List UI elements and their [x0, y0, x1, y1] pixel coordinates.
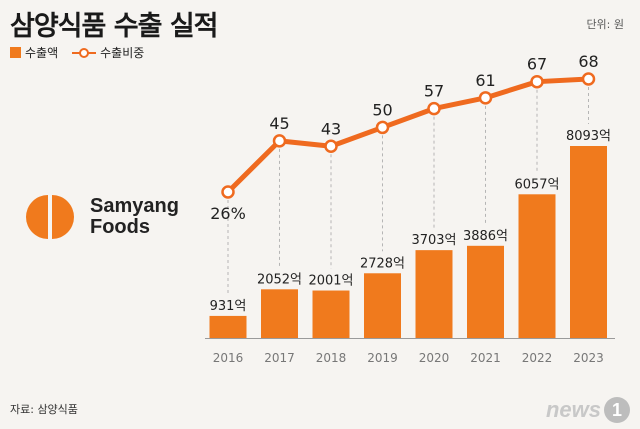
bar-legend-label: 수출액 — [25, 46, 59, 60]
bar-2020 — [415, 250, 453, 338]
share-line — [226, 76, 589, 194]
share-point-2019 — [375, 120, 390, 135]
source-note: 자료: 삼양식품 — [10, 403, 78, 416]
bar-2021 — [467, 245, 504, 338]
share-point-2021 — [478, 91, 493, 105]
bar-value-label: 8093억 — [566, 129, 611, 144]
bar-2016 — [209, 315, 247, 338]
bar-legend-swatch — [10, 47, 21, 58]
share-point-2022 — [530, 74, 544, 89]
bar-value-label: 931억 — [210, 299, 247, 314]
bar-2022 — [518, 194, 556, 338]
bar-2023 — [570, 146, 607, 338]
bar-value-label: 6057억 — [514, 177, 559, 192]
bar-value-label: 3886억 — [463, 229, 508, 244]
share-value-label: 61 — [475, 71, 495, 90]
line-legend-swatch — [72, 47, 97, 59]
chart-title: 삼양식품 수출 실적 — [10, 11, 219, 42]
share-value-label: 57 — [424, 82, 444, 101]
logo-text-samyang: Samyang — [90, 195, 179, 217]
bar-value-label: 2052억 — [257, 272, 302, 287]
share-point-2018 — [324, 139, 338, 154]
x-tick-label: 2019 — [367, 351, 398, 365]
share-point-2017 — [272, 134, 287, 148]
bar-value-label: 2001억 — [308, 274, 353, 289]
bar-2019 — [364, 273, 401, 338]
x-tick-label: 2020 — [419, 351, 450, 365]
logo-text-foods: Foods — [90, 216, 150, 238]
bar-2017 — [261, 289, 298, 338]
x-tick-label: 2021 — [470, 351, 501, 365]
share-value-label: 45 — [269, 114, 289, 133]
line-legend-label: 수출비중 — [100, 46, 145, 60]
share-point-2016 — [221, 185, 235, 199]
samyang-logo-icon — [26, 195, 74, 239]
bar-value-label: 2728억 — [360, 256, 405, 271]
legend: 수출액 수출비중 — [10, 44, 144, 61]
watermark-text: news — [545, 397, 601, 422]
share-value-label: 67 — [527, 55, 547, 74]
share-point-2023 — [581, 72, 596, 86]
samyang-logo: Samyang Foods — [26, 195, 179, 239]
x-tick-label: 2022 — [522, 351, 553, 365]
watermark-badge: 1 — [604, 397, 630, 423]
x-tick-label: 2018 — [316, 351, 347, 365]
share-value-label: 43 — [321, 119, 341, 138]
share-value-label: 26% — [210, 204, 246, 223]
unit-label: 단위: 원 — [586, 18, 624, 31]
share-value-label: 50 — [372, 100, 392, 119]
bar-2018 — [312, 290, 350, 338]
x-tick-label: 2023 — [573, 351, 604, 365]
news1-watermark: news 1 — [546, 397, 630, 423]
x-tick-label: 2017 — [264, 351, 295, 365]
share-value-label: 68 — [578, 52, 598, 71]
share-point-2020 — [427, 101, 441, 116]
x-tick-label: 2016 — [213, 351, 244, 365]
bar-value-label: 3703억 — [411, 233, 456, 248]
